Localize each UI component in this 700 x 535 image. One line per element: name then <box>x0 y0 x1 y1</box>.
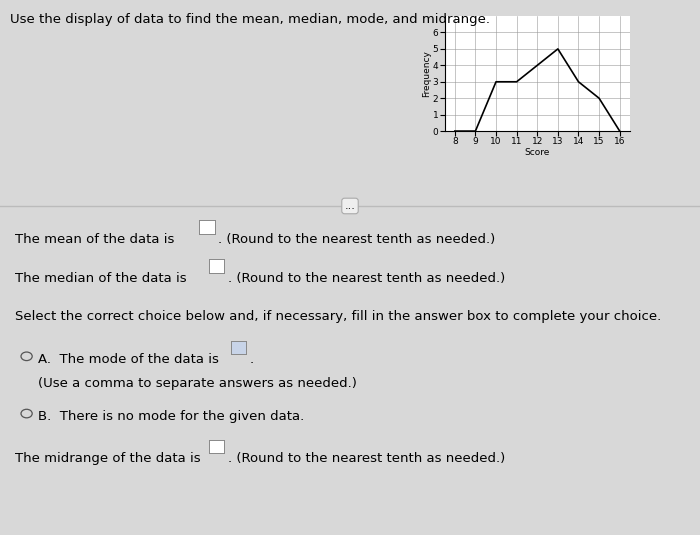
Y-axis label: Frequency: Frequency <box>422 50 431 97</box>
Text: . (Round to the nearest tenth as needed.): . (Round to the nearest tenth as needed.… <box>228 452 505 465</box>
Text: Select the correct choice below and, if necessary, fill in the answer box to com: Select the correct choice below and, if … <box>15 310 661 323</box>
Text: . (Round to the nearest tenth as needed.): . (Round to the nearest tenth as needed.… <box>218 233 496 246</box>
Text: ...: ... <box>344 201 356 211</box>
Text: B.  There is no mode for the given data.: B. There is no mode for the given data. <box>38 410 304 423</box>
Text: Use the display of data to find the mean, median, mode, and midrange.: Use the display of data to find the mean… <box>10 13 491 26</box>
Text: The mean of the data is: The mean of the data is <box>15 233 175 246</box>
Text: (Use a comma to separate answers as needed.): (Use a comma to separate answers as need… <box>38 377 358 390</box>
Text: .: . <box>250 353 254 366</box>
X-axis label: Score: Score <box>524 148 550 157</box>
Text: The midrange of the data is: The midrange of the data is <box>15 452 201 465</box>
Text: . (Round to the nearest tenth as needed.): . (Round to the nearest tenth as needed.… <box>228 272 505 285</box>
Text: The median of the data is: The median of the data is <box>15 272 187 285</box>
Text: A.  The mode of the data is: A. The mode of the data is <box>38 353 219 366</box>
